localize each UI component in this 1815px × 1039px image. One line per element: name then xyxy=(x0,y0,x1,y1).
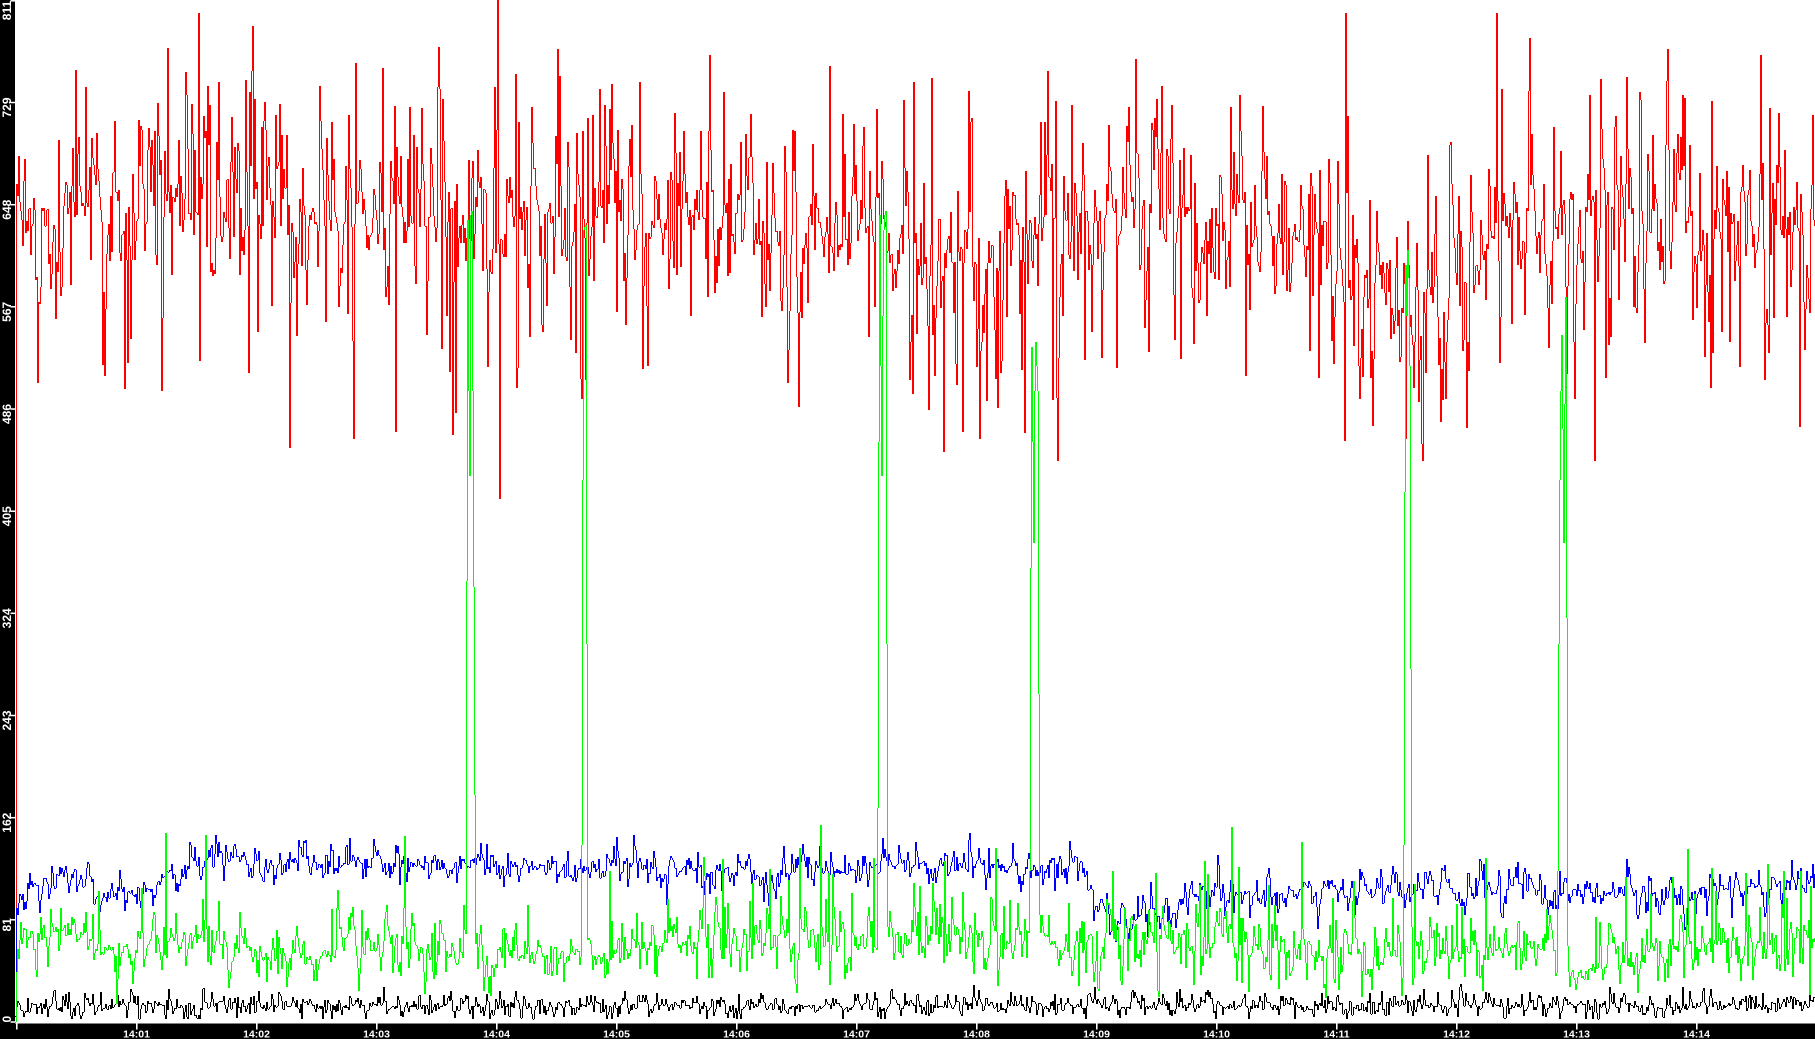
svg-text:81: 81 xyxy=(0,918,14,932)
svg-text:243: 243 xyxy=(0,710,14,730)
svg-text:14:07: 14:07 xyxy=(843,1029,870,1039)
svg-text:14:06: 14:06 xyxy=(723,1029,750,1039)
svg-text:567: 567 xyxy=(0,301,14,321)
svg-text:14:09: 14:09 xyxy=(1083,1029,1110,1039)
svg-text:14:08: 14:08 xyxy=(963,1029,990,1039)
svg-text:811: 811 xyxy=(0,0,14,20)
svg-text:14:11: 14:11 xyxy=(1323,1029,1349,1039)
svg-text:648: 648 xyxy=(0,199,14,219)
svg-text:14:10: 14:10 xyxy=(1203,1029,1230,1039)
svg-text:14:02: 14:02 xyxy=(243,1029,270,1039)
svg-text:729: 729 xyxy=(0,97,14,117)
svg-text:14:05: 14:05 xyxy=(603,1029,630,1039)
svg-text:0: 0 xyxy=(0,1016,14,1023)
svg-text:14:13: 14:13 xyxy=(1563,1029,1590,1039)
svg-text:405: 405 xyxy=(0,506,14,526)
svg-text:486: 486 xyxy=(0,404,14,424)
svg-text:14:12: 14:12 xyxy=(1443,1029,1470,1039)
svg-text:14:04: 14:04 xyxy=(483,1029,510,1039)
svg-text:324: 324 xyxy=(0,608,14,628)
svg-text:162: 162 xyxy=(0,812,14,832)
svg-text:14:01: 14:01 xyxy=(123,1029,150,1039)
svg-text:14:03: 14:03 xyxy=(363,1029,390,1039)
svg-text:14:14: 14:14 xyxy=(1683,1029,1710,1039)
